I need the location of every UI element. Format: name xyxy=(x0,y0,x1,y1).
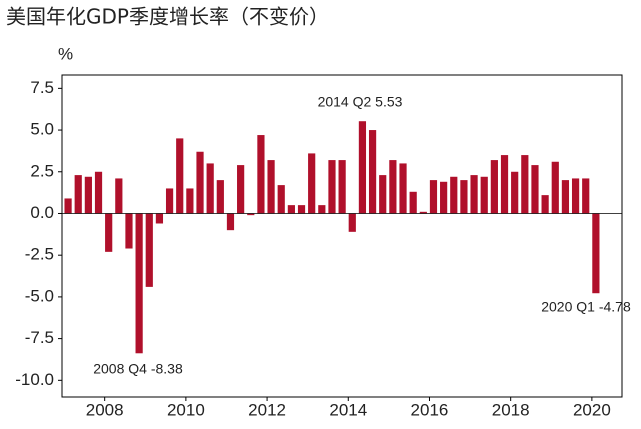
bar xyxy=(267,160,275,214)
bar xyxy=(145,213,153,287)
bar xyxy=(460,180,468,214)
plot-frame xyxy=(61,74,623,398)
annotation: 2008 Q4 -8.38 xyxy=(93,361,183,377)
x-tick-label: 2018 xyxy=(492,400,530,419)
bar xyxy=(561,180,570,214)
bar xyxy=(450,176,458,214)
bar xyxy=(237,165,245,214)
y-tick-label: -10.0 xyxy=(15,370,54,389)
bar xyxy=(379,175,387,214)
bar xyxy=(247,213,255,216)
x-tick-label: 2016 xyxy=(411,400,449,419)
y-tick-label: -7.5 xyxy=(25,328,54,347)
bar xyxy=(490,160,498,214)
chart-title: 美国年化GDP季度增长率（不变价） xyxy=(6,5,329,29)
y-tick-label: 0.0 xyxy=(30,203,54,222)
bar xyxy=(429,180,438,214)
x-tick-label: 2012 xyxy=(248,400,286,419)
bar xyxy=(338,160,346,214)
y-tick-label: 7.5 xyxy=(30,78,54,97)
bar xyxy=(531,165,539,214)
bar xyxy=(115,178,123,214)
bar xyxy=(226,213,235,231)
bar xyxy=(571,178,580,214)
y-tick-label: 5.0 xyxy=(30,120,54,139)
bar xyxy=(277,185,285,214)
annotation: 2020 Q1 -4.78 xyxy=(541,299,631,315)
bar xyxy=(511,171,519,214)
bar xyxy=(308,153,316,214)
bar xyxy=(551,161,559,214)
x-tick-label: 2014 xyxy=(329,400,367,419)
bar xyxy=(440,181,448,214)
bar xyxy=(135,213,143,354)
bar xyxy=(521,155,529,214)
bar xyxy=(318,205,326,214)
annotation: 2014 Q2 5.53 xyxy=(318,94,403,110)
y-tick-label: 2.5 xyxy=(30,161,54,180)
x-tick-label: 2020 xyxy=(573,400,611,419)
bar xyxy=(389,160,397,214)
bar xyxy=(186,188,194,214)
y-tick-label: -5.0 xyxy=(25,286,54,305)
x-tick-label: 2010 xyxy=(167,400,205,419)
bar xyxy=(470,175,478,214)
bar xyxy=(297,205,306,214)
bar xyxy=(64,198,72,214)
bar xyxy=(500,155,509,214)
x-tick-label: 2008 xyxy=(86,400,124,419)
bar xyxy=(328,160,336,214)
bar xyxy=(541,195,549,214)
bar xyxy=(84,176,92,214)
bar xyxy=(196,151,204,214)
bar xyxy=(368,130,377,214)
bar xyxy=(165,188,174,214)
bar xyxy=(155,213,164,224)
bar xyxy=(399,163,407,214)
bar xyxy=(216,180,224,214)
y-axis-label: % xyxy=(58,44,73,63)
y-tick-label: -2.5 xyxy=(25,245,54,264)
bar xyxy=(176,138,184,214)
bar xyxy=(74,175,82,214)
bar xyxy=(419,211,427,214)
bar xyxy=(125,213,133,249)
bar xyxy=(257,135,265,214)
bar xyxy=(94,171,103,214)
bar xyxy=(287,205,295,214)
bar xyxy=(105,213,113,252)
bar xyxy=(409,191,417,214)
bar xyxy=(348,213,356,232)
bar xyxy=(358,121,367,214)
bar xyxy=(582,178,590,214)
bar xyxy=(206,163,214,214)
bar xyxy=(480,176,488,214)
bar xyxy=(592,213,600,294)
